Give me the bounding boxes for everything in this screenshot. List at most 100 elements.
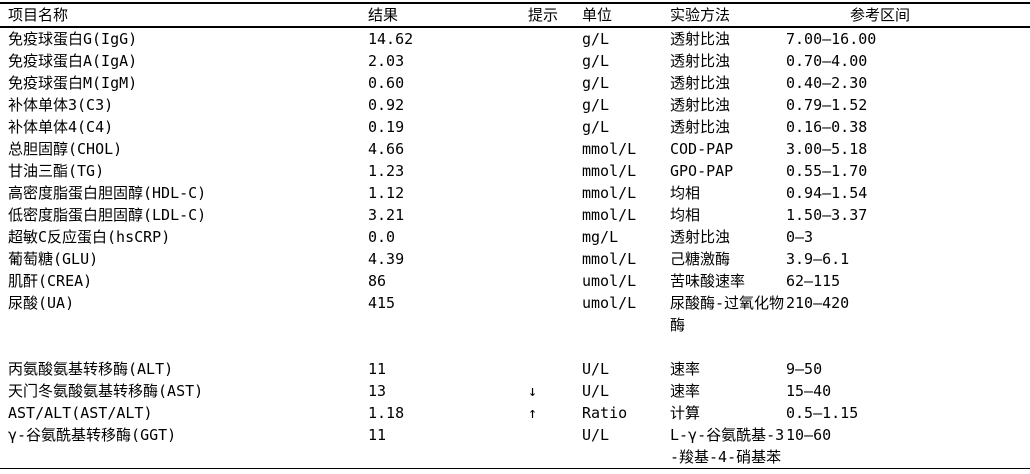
cell-method: 苦味酸速率 [670, 272, 746, 290]
cell-flag [520, 226, 574, 248]
cell-name: 免疫球蛋白A(IgA) [8, 52, 138, 70]
cell-range: 1.50—3.37 [786, 206, 868, 224]
cell-range: 10—60 [786, 426, 832, 444]
table-row: 补体单体3(C3) 0.92 g/L 透射比浊 0.79—1.52 [0, 94, 1030, 116]
cell-method: 均相 [670, 184, 701, 202]
cell-flag [520, 72, 574, 94]
cell-name: 葡萄糖(GLU) [8, 250, 99, 268]
cell-flag [520, 292, 574, 336]
cell-flag [520, 182, 574, 204]
cell-flag [520, 27, 574, 50]
cell-name: 甘油三酯(TG) [8, 162, 105, 180]
cell-range: 3.00—5.18 [786, 140, 868, 158]
cell-unit: U/L [582, 382, 610, 400]
cell-unit: U/L [582, 426, 610, 444]
cell-result: 0.60 [368, 74, 405, 92]
table-row: 葡萄糖(GLU) 4.39 mmol/L 己糖激酶 3.9—6.1 [0, 248, 1030, 270]
cell-unit: g/L [582, 118, 610, 136]
cell-result: 1.23 [368, 162, 405, 180]
table-row: 总胆固醇(CHOL) 4.66 mmol/L COD-PAP 3.00—5.18 [0, 138, 1030, 160]
cell-name: 超敏C反应蛋白(hsCRP) [8, 228, 171, 246]
cell-flag-arrow: ↓ [528, 382, 538, 400]
cell-method: 己糖激酶 [670, 250, 731, 268]
cell-name: 高密度脂蛋白胆固醇(HDL-C) [8, 184, 207, 202]
cell-range: 0.79—1.52 [786, 96, 868, 114]
cell-method: 透射比浊 [670, 52, 731, 70]
table-row: 超敏C反应蛋白(hsCRP) 0.0 mg/L 透射比浊 0—3 [0, 226, 1030, 248]
table-row: 丙氨酸氨基转移酶(ALT) 11 U/L 速率 9—50 [0, 358, 1030, 380]
cell-result: 14.62 [368, 30, 414, 48]
cell-unit: Ratio [582, 404, 628, 422]
cell-name: 肌酐(CREA) [8, 272, 93, 290]
table-row: 甘油三酯(TG) 1.23 mmol/L GPO-PAP 0.55—1.70 [0, 160, 1030, 182]
cell-method: 透射比浊 [670, 96, 731, 114]
cell-flag [520, 204, 574, 226]
cell-range: 0.16—0.38 [786, 118, 868, 136]
cell-result: 11 [368, 426, 387, 444]
cell-unit: mmol/L [582, 140, 637, 158]
cell-range: 0.5—1.15 [786, 404, 859, 422]
cell-unit: mmol/L [582, 206, 637, 224]
cell-method: 均相 [670, 206, 701, 224]
cell-flag [520, 138, 574, 160]
cell-flag [520, 94, 574, 116]
column-header-method: 实验方法 [662, 3, 778, 28]
cell-unit: g/L [582, 96, 610, 114]
cell-result: 13 [368, 382, 387, 400]
table-header-row: 项目名称 结果 提示 单位 实验方法 参考区间 [0, 3, 1030, 28]
table-row: AST/ALT(AST/ALT) 1.18 ↑ Ratio 计算 0.5—1.15 [0, 402, 1030, 424]
cell-flag-arrow: ↑ [528, 404, 538, 422]
cell-flag [520, 248, 574, 270]
column-header-unit: 单位 [574, 3, 662, 28]
cell-method: 透射比浊 [670, 74, 731, 92]
cell-method: 速率 [670, 382, 701, 400]
cell-flag [520, 50, 574, 72]
cell-unit: mg/L [582, 228, 619, 246]
cell-unit: mmol/L [582, 162, 637, 180]
cell-unit: mmol/L [582, 250, 637, 268]
cell-range: 0.70—4.00 [786, 52, 868, 70]
cell-name: 补体单体3(C3) [8, 96, 114, 114]
table-body: 免疫球蛋白G(IgG) 14.62 g/L 透射比浊 7.00—16.00 免疫球蛋白A(… [0, 27, 1030, 469]
cell-name: AST/ALT(AST/ALT) [8, 404, 153, 422]
cell-result: 0.19 [368, 118, 405, 136]
cell-name: γ-谷氨酰基转移酶(GGT) [8, 426, 177, 444]
cell-method: 透射比浊 [670, 228, 731, 246]
cell-range: 62—115 [786, 272, 841, 290]
table-row: 免疫球蛋白M(IgM) 0.60 g/L 透射比浊 0.40—2.30 [0, 72, 1030, 94]
cell-unit: g/L [582, 30, 610, 48]
table-row: 尿酸(UA) 415 umol/L 尿酸酶-过氧化物 酶 210—420 [0, 292, 1030, 336]
cell-unit: mmol/L [582, 184, 637, 202]
cell-flag [520, 270, 574, 292]
cell-result: 0.0 [368, 228, 396, 246]
cell-range: 7.00—16.00 [786, 30, 877, 48]
cell-flag [520, 424, 574, 469]
cell-method: 透射比浊 [670, 30, 731, 48]
column-header-name: 项目名称 [0, 3, 360, 28]
cell-range: 0—3 [786, 228, 814, 246]
table-row: 免疫球蛋白A(IgA) 2.03 g/L 透射比浊 0.70—4.00 [0, 50, 1030, 72]
cell-unit: g/L [582, 74, 610, 92]
table-row: γ-谷氨酰基转移酶(GGT) 11 U/L L-γ-谷氨酰基-3 -羧基-4-硝基苯 1… [0, 424, 1030, 469]
cell-unit: umol/L [582, 272, 637, 290]
table-row: 肌酐(CREA) 86 umol/L 苦味酸速率 62—115 [0, 270, 1030, 292]
cell-result: 4.66 [368, 140, 405, 158]
cell-range: 3.9—6.1 [786, 250, 850, 268]
cell-method: 尿酸酶-过氧化物 酶 [670, 294, 785, 334]
cell-result: 0.92 [368, 96, 405, 114]
cell-method: COD-PAP [670, 140, 734, 158]
cell-name: 免疫球蛋白G(IgG) [8, 30, 138, 48]
cell-name: 低密度脂蛋白胆固醇(LDL-C) [8, 206, 207, 224]
column-header-flag: 提示 [520, 3, 574, 28]
cell-flag [520, 358, 574, 380]
cell-name: 丙氨酸氨基转移酶(ALT) [8, 360, 174, 378]
cell-unit: U/L [582, 360, 610, 378]
table-row: 免疫球蛋白G(IgG) 14.62 g/L 透射比浊 7.00—16.00 [0, 27, 1030, 50]
table-row: 高密度脂蛋白胆固醇(HDL-C) 1.12 mmol/L 均相 0.94—1.54 [0, 182, 1030, 204]
cell-result: 4.39 [368, 250, 405, 268]
column-header-range: 参考区间 [778, 3, 1030, 28]
column-header-result: 结果 [360, 3, 520, 28]
cell-result: 86 [368, 272, 387, 290]
